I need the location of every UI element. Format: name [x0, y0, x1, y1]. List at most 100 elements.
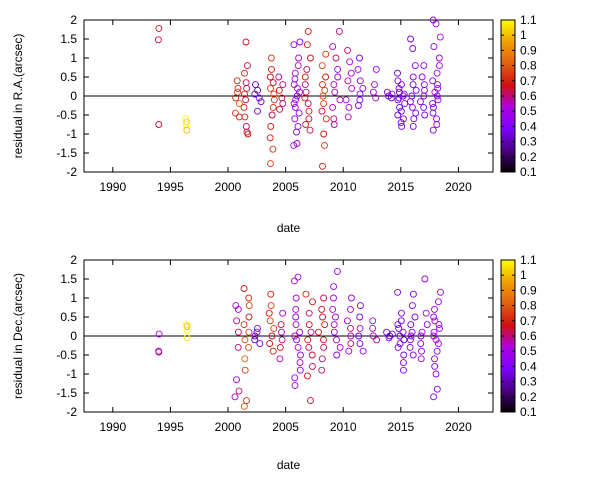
data-point: [356, 340, 364, 348]
data-point: [434, 340, 442, 348]
data-point: [344, 113, 352, 121]
data-point: [435, 54, 443, 62]
data-point: [344, 77, 352, 85]
colorbar-tick-label: 0.4: [520, 119, 537, 133]
data-point: [355, 332, 363, 340]
data-point: [256, 340, 264, 348]
data-point: [275, 73, 283, 81]
data-point: [345, 347, 353, 355]
data-point: [400, 115, 407, 123]
data-point: [417, 340, 425, 348]
data-point: [329, 305, 337, 313]
x-tick-label: 2005: [272, 420, 299, 434]
data-point: [251, 332, 259, 340]
data-point: [371, 81, 378, 89]
data-point: [268, 332, 276, 340]
data-point: [437, 288, 444, 296]
y-tick-label: 1: [70, 51, 77, 65]
colorbar-tick-label: 1.1: [520, 13, 537, 27]
data-point: [319, 162, 326, 170]
data-point: [321, 141, 328, 149]
data-point: [320, 130, 328, 138]
data-point: [240, 285, 248, 292]
x-tick-label: 1995: [157, 180, 184, 194]
data-point: [275, 86, 283, 94]
data-point: [354, 102, 362, 109]
data-point: [416, 98, 424, 106]
data-points: [154, 16, 444, 170]
data-point: [387, 94, 395, 102]
data-point: [296, 366, 304, 374]
data-point: [400, 351, 408, 359]
data-point: [383, 88, 391, 96]
data-point: [292, 294, 300, 302]
data-point: [268, 65, 275, 73]
data-point: [433, 69, 441, 77]
data-point: [290, 41, 298, 49]
data-point: [435, 62, 443, 70]
y-tick-label: 0: [70, 329, 77, 343]
data-point: [242, 38, 250, 46]
colorbar-tick-label: 0.7: [520, 74, 537, 88]
data-point: [320, 343, 328, 351]
data-point: [309, 298, 316, 306]
data-point: [395, 324, 403, 332]
y-tick-label: -1: [66, 127, 77, 141]
data-point: [245, 343, 252, 351]
data-point: [318, 355, 326, 363]
data-point: [241, 336, 249, 344]
x-tick-label: 2010: [330, 180, 357, 194]
data-point: [334, 65, 342, 73]
data-point: [333, 351, 341, 359]
data-point: [354, 65, 362, 73]
colorbar-tick-label: 0.7: [520, 314, 537, 328]
data-point: [436, 324, 443, 332]
data-point: [270, 324, 278, 332]
data-point: [242, 96, 250, 104]
data-point: [330, 328, 338, 336]
data-point: [253, 328, 261, 336]
data-point: [418, 347, 425, 355]
data-point: [330, 294, 337, 302]
data-point: [332, 54, 340, 62]
data-point: [407, 35, 415, 43]
data-point: [434, 298, 442, 306]
data-point: [155, 348, 163, 356]
y-tick-label: -0.5: [56, 348, 77, 362]
data-point: [320, 336, 327, 344]
data-point: [369, 324, 377, 332]
data-point: [292, 321, 300, 329]
data-point: [233, 376, 240, 384]
data-point: [243, 84, 251, 92]
data-point: [356, 324, 364, 332]
data-point: [417, 332, 425, 340]
colorbar-tick-label: 0.6: [520, 329, 537, 343]
data-point: [290, 100, 298, 108]
data-point: [347, 340, 355, 348]
data-point: [331, 88, 339, 96]
x-tick-label: 1990: [99, 180, 126, 194]
data-point: [297, 351, 304, 359]
data-point: [183, 118, 191, 126]
data-point: [409, 73, 417, 81]
data-point: [234, 343, 242, 351]
data-point: [294, 343, 302, 351]
data-point: [336, 343, 344, 351]
data-point: [233, 317, 241, 325]
data-point: [296, 38, 304, 46]
y-tick-label: -2: [66, 405, 77, 419]
data-point: [301, 73, 309, 81]
data-point: [318, 62, 326, 70]
data-point: [431, 362, 439, 370]
data-point: [241, 355, 249, 363]
data-point: [329, 43, 337, 51]
data-point: [430, 43, 438, 51]
data-point: [329, 103, 337, 111]
data-point: [305, 343, 313, 351]
colorbar-tick-label: 0.1: [520, 405, 537, 419]
data-point: [435, 321, 443, 329]
data-point: [305, 115, 313, 123]
data-point: [155, 121, 163, 128]
data-point: [234, 328, 242, 336]
data-point: [418, 73, 426, 81]
